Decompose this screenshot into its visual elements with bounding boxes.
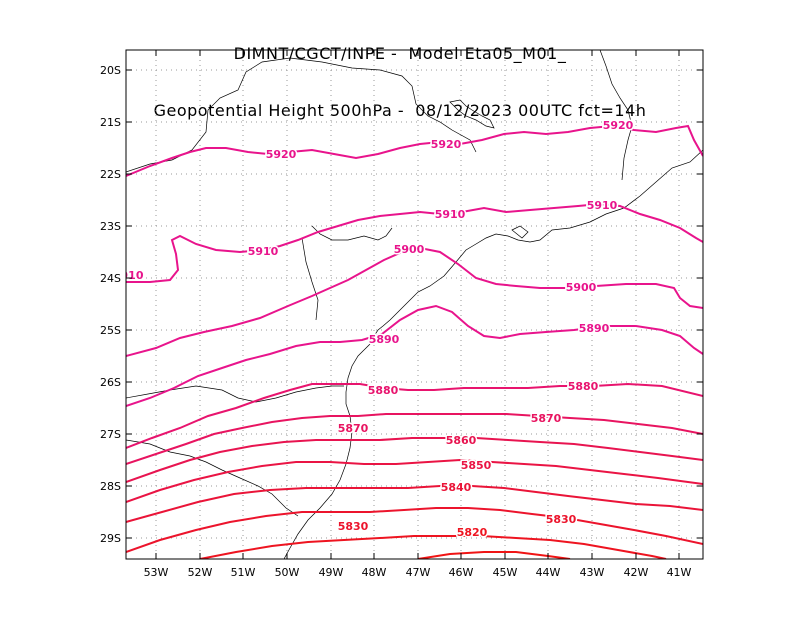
contour-line [126, 458, 703, 503]
lat-tick-label: 26S [100, 376, 121, 389]
contour-label: 5910 [435, 208, 466, 221]
lon-tick-label: 47W [406, 566, 431, 579]
contour-line [199, 535, 667, 559]
lat-tick-label: 22S [100, 168, 121, 181]
lon-tick-label: 50W [275, 566, 300, 579]
contour-label: 5910 [248, 245, 279, 258]
coastline [283, 149, 703, 559]
lon-tick-label: 49W [319, 566, 344, 579]
contour-label: 5900 [394, 243, 425, 256]
state-border-sc-rs [126, 439, 299, 517]
contour-line [126, 507, 703, 553]
river-border [301, 237, 319, 321]
contour-line [417, 551, 571, 559]
lon-tick-label: 44W [536, 566, 561, 579]
lon-tick-label: 43W [580, 566, 605, 579]
state-border-sp-pr [311, 225, 393, 241]
lon-tick-label: 45W [493, 566, 518, 579]
map-frame [125, 49, 704, 560]
contour-label: 5920 [603, 119, 634, 132]
contour-label: 5920 [431, 138, 462, 151]
lat-tick-label: 25S [100, 324, 121, 337]
lon-tick-label: 52W [188, 566, 213, 579]
lat-tick-label: 20S [100, 64, 121, 77]
contour-label: 5870 [531, 412, 562, 425]
contour-label: 5880 [568, 380, 599, 393]
contour-label: 910 [121, 269, 144, 282]
lon-tick-labels: 53W 52W 51W 50W 49W 48W 47W 46W 45W 44W 43W 42W 41W [144, 566, 692, 579]
contour-line [126, 437, 703, 483]
contour-label: 5900 [566, 281, 597, 294]
contour-label: 5890 [369, 333, 400, 346]
lon-tick-label: 51W [231, 566, 256, 579]
contour-label: 5840 [441, 481, 472, 494]
contour-line [126, 246, 703, 357]
lat-tick-label: 24S [100, 272, 121, 285]
lon-tick-label: 41W [667, 566, 692, 579]
state-border-east [599, 50, 633, 181]
contour-label: 5910 [587, 199, 618, 212]
contour-line [126, 413, 703, 465]
bay [511, 225, 529, 239]
lat-tick-label: 28S [100, 480, 121, 493]
contour-lines [126, 124, 703, 559]
contour-label: 5920 [266, 148, 297, 161]
title-line-1: DIMNT/CGCT/INPE - Model Eta05_M01_ [233, 44, 567, 63]
inland-lakes [449, 99, 495, 129]
lon-tick-label: 53W [144, 566, 169, 579]
contour-line [126, 304, 703, 407]
contour-label: 5820 [457, 526, 488, 539]
contour-label: 5850 [461, 459, 492, 472]
lon-tick-label: 46W [449, 566, 474, 579]
lat-tick-label: 23S [100, 220, 121, 233]
contour-label: 5860 [446, 434, 477, 447]
lon-tick-label: 42W [624, 566, 649, 579]
contour-label: 5890 [579, 322, 610, 335]
lat-tick-label: 29S [100, 532, 121, 545]
contour-label: 5870 [338, 422, 369, 435]
contour-label: 5880 [368, 384, 399, 397]
state-border-north [126, 57, 477, 173]
contour-line [126, 382, 703, 449]
lon-tick-label: 48W [362, 566, 387, 579]
lat-tick-label: 27S [100, 428, 121, 441]
lat-tick-label: 21S [100, 116, 121, 129]
contour-label: 5830 [546, 513, 577, 526]
grid-lines [126, 50, 703, 559]
lat-tick-labels: 20S 21S 22S 23S 24S 25S 26S 27S 28S 29S [100, 64, 121, 545]
contour-line [126, 124, 703, 177]
contour-labels: 5920 5920 5920 5910 5910 5910 910 5900 5900 5890 5… [121, 118, 635, 541]
contour-label: 5830 [338, 520, 369, 533]
axis-ticks [126, 50, 703, 559]
contour-line [126, 485, 703, 523]
contour-line [126, 202, 703, 283]
